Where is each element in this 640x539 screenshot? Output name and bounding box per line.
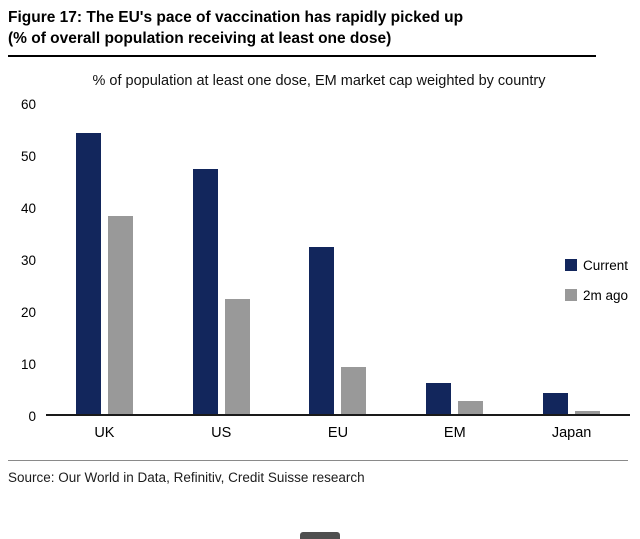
bar-current-uk — [75, 133, 101, 414]
bar-group-em — [419, 382, 491, 414]
bar-group-japan — [536, 393, 608, 414]
bar-group-us — [185, 169, 257, 414]
legend-label: 2m ago — [582, 287, 628, 303]
y-tick-label: 40 — [20, 200, 36, 216]
bar-2m-ago-uk — [107, 216, 133, 414]
x-axis-labels: UK US EU EM Japan — [46, 416, 630, 441]
y-tick-label: 10 — [20, 356, 36, 372]
figure-title: Figure 17: The EU's pace of vaccination … — [8, 8, 630, 50]
figure-title-line2: (% of overall population receiving at le… — [8, 29, 392, 47]
chart-plot-row: 0 10 20 30 40 50 60 Current 2m ago — [8, 97, 630, 424]
bar-current-japan — [543, 393, 569, 414]
legend-swatch-icon — [564, 289, 577, 302]
bar-group-eu — [302, 247, 374, 414]
y-tick-label: 60 — [20, 96, 36, 112]
x-axis-label-japan: Japan — [551, 424, 592, 441]
bar-current-us — [192, 169, 218, 414]
y-tick-label: 50 — [20, 148, 36, 164]
y-tick-label: 30 — [20, 252, 36, 268]
y-tick-label: 0 — [28, 408, 36, 424]
x-axis-label-us: US — [211, 424, 232, 441]
legend: Current 2m ago — [564, 257, 628, 303]
bar-current-em — [426, 382, 452, 414]
legend-label: Current — [582, 257, 628, 273]
x-axis-label-eu: EU — [327, 424, 349, 441]
bar-2m-ago-eu — [341, 367, 367, 414]
x-axis-label-uk: UK — [94, 424, 115, 441]
bar-2m-ago-japan — [575, 411, 601, 414]
title-underline — [8, 54, 596, 57]
bar-2m-ago-us — [224, 299, 250, 414]
source-divider — [8, 459, 628, 461]
source-text: Source: Our World in Data, Refinitiv, Cr… — [8, 469, 365, 485]
bar-current-eu — [309, 247, 335, 414]
bottom-cutoff-indicator — [300, 532, 340, 539]
bar-group-uk — [68, 133, 140, 414]
x-axis-label-em: EM — [443, 424, 466, 441]
chart-title: % of population at least one dose, EM ma… — [92, 72, 546, 89]
legend-item-2m-ago: 2m ago — [564, 287, 628, 303]
y-tick-label: 20 — [20, 304, 36, 320]
plot-area: Current 2m ago — [46, 102, 630, 416]
bar-2m-ago-em — [458, 400, 484, 414]
legend-swatch-icon — [564, 259, 577, 272]
figure-title-line1: Figure 17: The EU's pace of vaccination … — [8, 9, 464, 26]
y-axis: 0 10 20 30 40 50 60 — [8, 97, 46, 424]
legend-item-current: Current — [564, 257, 628, 273]
